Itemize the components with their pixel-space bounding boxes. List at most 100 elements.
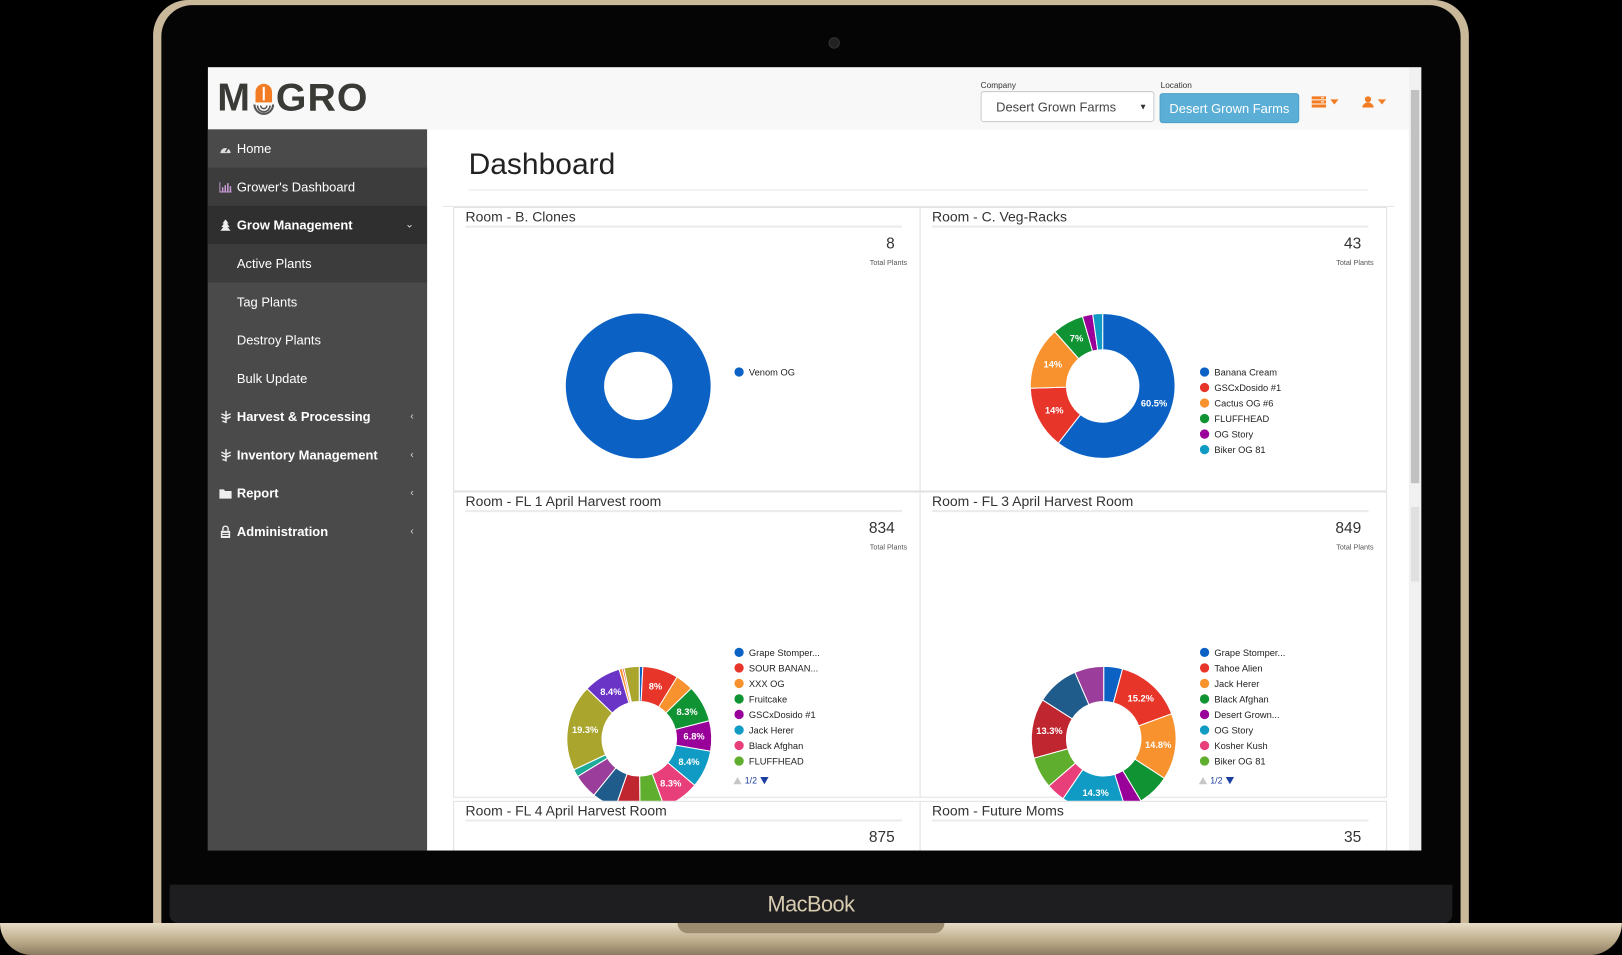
legend-item[interactable]: Cactus OG #6: [1199, 395, 1281, 411]
page-down-arrow-icon[interactable]: [760, 776, 769, 784]
room-title: Room - Future Moms: [931, 802, 1064, 819]
sidebar-item-destroy-plants[interactable]: Destroy Plants: [236, 332, 321, 348]
caret-down-icon: [1377, 99, 1387, 105]
sidebar-item-tag-plants[interactable]: Tag Plants: [207, 282, 428, 321]
legend-item[interactable]: Biker OG 81: [1199, 442, 1281, 458]
room-card: Room - FL 4 April Harvest Room 875: [453, 800, 921, 851]
total-plants-count: 35: [1344, 828, 1362, 847]
total-plants-label: Total Plants: [1336, 259, 1374, 267]
legend-item[interactable]: Venom OG: [734, 364, 795, 380]
room-card: Room - FL 1 April Harvest room 834 Total P…: [453, 491, 921, 812]
legend-item[interactable]: GSCxDosido #1: [1199, 380, 1281, 396]
chart-legend: Grape Stomper... Tahoe Alien Jack Herer Bla…: [1199, 645, 1285, 769]
legend-page-indicator: 1/2: [744, 774, 758, 786]
room-title: Room - FL 4 April Harvest Room: [465, 802, 667, 819]
company-select[interactable]: Desert Grown Farms ▼: [980, 91, 1155, 123]
chart-slice[interactable]: [565, 313, 711, 459]
location-button[interactable]: Desert Grown Farms: [1159, 93, 1300, 124]
page-down-arrow-icon[interactable]: [1225, 776, 1234, 784]
legend-label: GSCxDosido #1: [748, 709, 816, 720]
legend-item[interactable]: Desert Grown...: [1199, 707, 1285, 723]
legend-color-swatch: [1199, 382, 1210, 393]
chart-slice[interactable]: [1092, 312, 1104, 351]
chart-slice[interactable]: [623, 665, 640, 703]
slice-percent-label: 14%: [1044, 359, 1063, 369]
divider: [931, 819, 1369, 822]
slice-percent-label: 15.2%: [1128, 693, 1155, 703]
location-label: Location: [1160, 80, 1192, 91]
legend-label: Cactus OG #6: [1214, 397, 1274, 409]
legend-item[interactable]: Tahoe Alien: [1199, 660, 1285, 676]
total-plants-label: Total Plants: [869, 259, 908, 267]
legend-item[interactable]: Grape Stomper...: [734, 645, 820, 661]
legend-item[interactable]: Kosher Kush: [1199, 738, 1285, 754]
legend-item[interactable]: Black Afghan: [1199, 691, 1285, 707]
legend-item[interactable]: OG Story: [1199, 722, 1285, 738]
legend-color-swatch: [1199, 709, 1210, 720]
menu-dropdown-button[interactable]: [1311, 96, 1339, 108]
slice-percent-label: 14.3%: [1082, 788, 1109, 798]
chart-legend: Banana Cream GSCxDosido #1 Cactus OG #6 FLU…: [1199, 364, 1281, 458]
legend-item[interactable]: SOUR BANAN...: [734, 660, 819, 676]
legend-item[interactable]: XXX OG: [734, 676, 819, 692]
total-plants-count: 43: [1344, 234, 1362, 253]
legend-color-swatch: [1199, 413, 1210, 424]
chevron-left-icon: ‹: [410, 449, 414, 461]
legend-color-swatch: [734, 647, 744, 658]
legend-item[interactable]: Jack Herer: [1199, 676, 1285, 692]
legend-label: FLUFFHEAD: [1214, 413, 1270, 424]
chart-slice[interactable]: [1057, 312, 1176, 459]
sidebar-item-administration[interactable]: Administration ‹: [208, 512, 427, 550]
sidebar-item-growers-dashboard[interactable]: Grower's Dashboard: [207, 167, 428, 206]
legend-label: Banana Cream: [1214, 366, 1278, 378]
legend-item[interactable]: Banana Cream: [1199, 364, 1281, 380]
legend-label: FLUFFHEAD: [748, 755, 804, 767]
page-up-arrow-icon[interactable]: [1198, 776, 1208, 784]
slice-percent-label: 8.4%: [600, 687, 622, 697]
page-up-arrow-icon[interactable]: [733, 776, 742, 784]
sidebar-item-inventory-management[interactable]: Inventory Management ‹: [208, 436, 427, 474]
donut-chart[interactable]: 60.5% 14% 14% 7%: [1028, 311, 1177, 460]
room-title: Room - C. Veg-Racks: [931, 209, 1068, 225]
donut-chart[interactable]: [564, 311, 713, 460]
sidebar-item-bulk-update[interactable]: Bulk Update: [236, 370, 308, 386]
legend-item[interactable]: Jack Herer: [734, 722, 819, 738]
sidebar-item-grow-management[interactable]: Grow Management ⌄: [207, 205, 428, 245]
legend-label: Jack Herer: [748, 724, 794, 736]
legend-item[interactable]: FLUFFHEAD: [734, 753, 819, 769]
sidebar-item-harvest-processing[interactable]: Harvest & Processing ‹: [208, 397, 427, 435]
mogro-logo[interactable]: M GRO: [217, 76, 368, 119]
donut-chart[interactable]: 8% 8.3% 6.8% 8.4% 8.3% 19.3% 8.4%: [565, 664, 714, 813]
lock-icon: [219, 525, 231, 538]
sidebar-item-active-plants[interactable]: Active Plants: [207, 244, 428, 283]
legend-pager: 1/2: [733, 774, 769, 786]
donut-chart[interactable]: 15.2% 14.8% 14.3% 13.3%: [1029, 664, 1178, 813]
legend-label: Jack Herer: [1214, 678, 1260, 689]
legend-item[interactable]: Grape Stomper...: [1199, 645, 1285, 661]
legend-item[interactable]: Black Afghan: [734, 738, 819, 754]
page-scrollbar[interactable]: [1408, 67, 1422, 851]
sidebar-item-home[interactable]: Home: [208, 129, 427, 167]
legend-item[interactable]: FLUFFHEAD: [1199, 411, 1281, 427]
legend-color-swatch: [1199, 663, 1210, 673]
legend-item[interactable]: Biker OG 81: [1199, 753, 1285, 769]
legend-color-swatch: [734, 663, 744, 673]
user-icon: [1362, 96, 1374, 108]
chart-slice[interactable]: [1074, 665, 1105, 706]
legend-label: Venom OG: [748, 366, 795, 378]
legend-item[interactable]: Fruitcake: [734, 691, 819, 707]
chart-legend: Venom OG: [734, 364, 795, 380]
divider: [442, 205, 1395, 207]
legend-color-swatch: [1199, 756, 1210, 766]
total-plants-count: 875: [868, 828, 895, 847]
legend-item[interactable]: OG Story: [1199, 426, 1281, 442]
sidebar-item-report[interactable]: Report ‹: [208, 474, 427, 512]
total-plants-count: 834: [868, 519, 895, 538]
legend-item[interactable]: GSCxDosido #1: [734, 707, 819, 723]
legend-label: OG Story: [1214, 724, 1254, 736]
leaf-icon: [219, 410, 231, 423]
user-menu-button[interactable]: [1362, 96, 1387, 108]
scrollbar-thumb[interactable]: [1410, 90, 1420, 484]
slice-percent-label: 6.8%: [683, 732, 705, 742]
slice-percent-label: 8%: [649, 681, 663, 691]
